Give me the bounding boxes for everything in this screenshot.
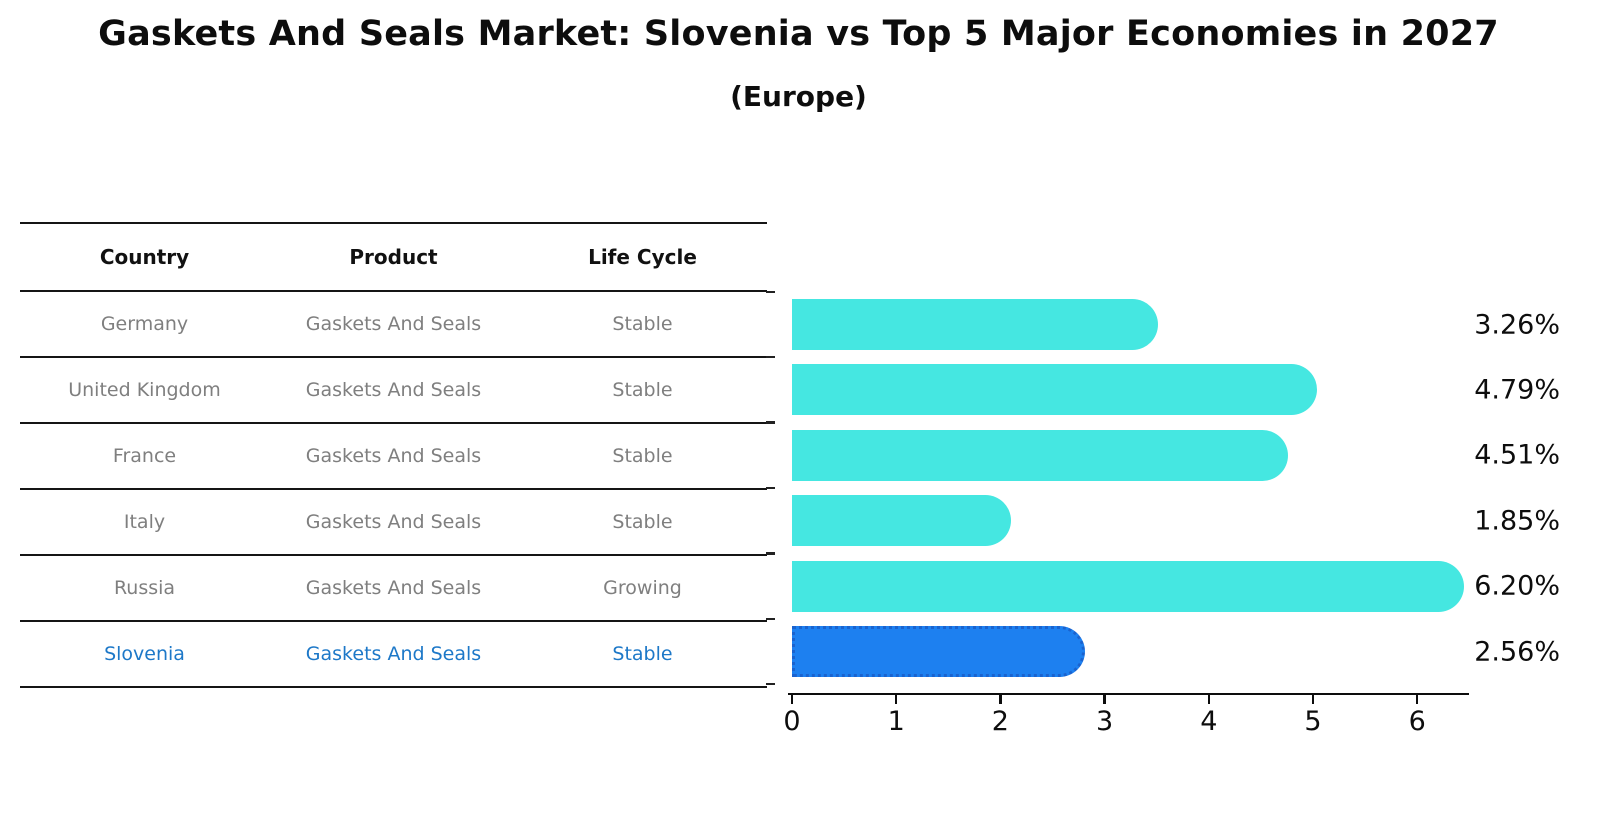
bar-value-label: 4.51% — [1474, 439, 1560, 471]
cell-life-cycle: Stable — [518, 357, 767, 424]
page-subtitle: (Europe) — [730, 80, 867, 113]
x-axis-tick — [999, 695, 1002, 704]
bar-value-label: 3.26% — [1474, 309, 1560, 340]
cell-country: Germany — [20, 291, 269, 358]
cell-country: United Kingdom — [20, 357, 269, 424]
x-axis-tick-label: 2 — [991, 706, 1009, 737]
bar-russia — [792, 560, 1465, 612]
x-axis-tick — [790, 695, 794, 704]
y-axis-tick — [766, 355, 775, 359]
bar-slovenia — [792, 626, 1085, 677]
x-axis-tick-label: 0 — [783, 706, 801, 737]
column-header-product: Product — [269, 222, 518, 292]
country-table: Country Product Life Cycle Germany Gaske… — [20, 222, 767, 688]
bar-value-label: 1.85% — [1474, 505, 1560, 537]
cell-product: Gaskets And Seals — [269, 423, 518, 490]
x-axis-tick — [1207, 695, 1211, 704]
cell-life-cycle: Stable — [518, 621, 767, 688]
page-title: Gaskets And Seals Market: Slovenia vs To… — [98, 14, 1499, 54]
column-header-life-cycle: Life Cycle — [518, 222, 767, 292]
table-row-slovenia: Slovenia Gaskets And Seals Stable — [20, 621, 767, 688]
bar-france — [792, 429, 1288, 481]
bar-germany — [792, 299, 1158, 350]
x-axis-tick — [1415, 695, 1419, 704]
table-row-united-kingdom: United Kingdom Gaskets And Seals Stable — [20, 357, 767, 424]
cell-life-cycle: Stable — [518, 291, 767, 358]
cell-product: Gaskets And Seals — [269, 357, 518, 424]
bar-value-label: 2.56% — [1474, 636, 1560, 667]
cell-product: Gaskets And Seals — [269, 555, 518, 622]
bar-value-label: 4.79% — [1474, 374, 1560, 406]
y-axis-tick — [766, 617, 775, 620]
x-axis-tick — [894, 695, 898, 704]
bar-united-kingdom — [792, 364, 1318, 416]
table-row-italy: Italy Gaskets And Seals Stable — [20, 489, 767, 556]
x-axis-tick-label: 4 — [1200, 706, 1218, 737]
table-row-germany: Germany Gaskets And Seals Stable — [20, 291, 767, 358]
x-axis-tick-label: 1 — [887, 706, 905, 737]
cell-country: Italy — [20, 489, 269, 556]
cell-country: France — [20, 423, 269, 490]
column-header-country: Country — [20, 222, 269, 292]
bar-value-label: 6.20% — [1474, 570, 1560, 602]
x-axis-tick-label: 6 — [1408, 706, 1426, 737]
cell-product: Gaskets And Seals — [269, 291, 518, 358]
cell-product: Gaskets And Seals — [269, 489, 518, 556]
x-axis-line — [788, 692, 1469, 695]
cell-product: Gaskets And Seals — [269, 621, 518, 688]
x-axis-tick-label: 5 — [1304, 706, 1322, 737]
y-axis-tick — [766, 486, 775, 490]
x-axis-tick — [1103, 695, 1106, 704]
cell-country: Russia — [20, 555, 269, 622]
table-row-france: France Gaskets And Seals Stable — [20, 423, 767, 490]
table-row-russia: Russia Gaskets And Seals Growing — [20, 555, 767, 622]
y-axis-tick — [766, 290, 775, 293]
bar-italy — [792, 495, 1011, 547]
country-table-header: Country Product Life Cycle — [20, 222, 767, 292]
cell-life-cycle: Growing — [518, 555, 767, 622]
cell-life-cycle: Stable — [518, 423, 767, 490]
cell-life-cycle: Stable — [518, 489, 767, 556]
cell-country: Slovenia — [20, 621, 269, 688]
y-axis-tick — [766, 552, 775, 555]
x-axis-tick-label: 3 — [1096, 706, 1114, 737]
x-axis-tick — [1311, 695, 1315, 704]
y-axis-tick — [766, 421, 775, 424]
y-axis-tick — [766, 682, 775, 686]
